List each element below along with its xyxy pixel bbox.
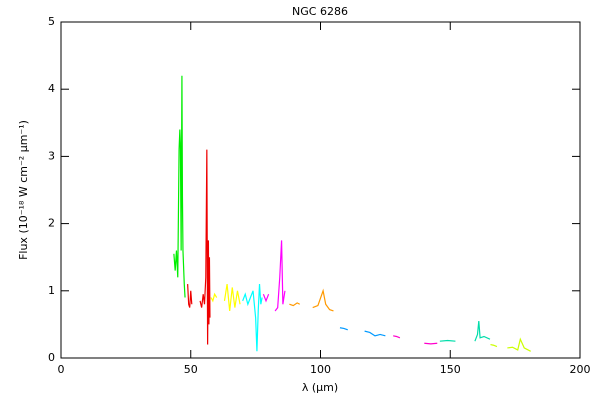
spectrum-line	[262, 240, 286, 312]
spectrum-line	[289, 288, 334, 312]
spectrum-line	[173, 75, 186, 298]
spectrum-line	[187, 149, 211, 345]
x-tick-label: 50	[184, 363, 198, 376]
x-axis-label: λ (μm)	[302, 381, 338, 394]
chart-title: NGC 6286	[292, 5, 348, 18]
spectrum-line	[339, 327, 386, 337]
spectrum-line	[490, 337, 531, 352]
y-tick-label: 5	[48, 15, 55, 28]
y-tick-label: 1	[48, 284, 55, 297]
y-tick-label: 2	[48, 217, 55, 230]
x-tick-label: 100	[310, 363, 331, 376]
y-tick-label: 3	[48, 149, 55, 162]
plot-frame	[60, 21, 581, 359]
y-tick-label: 0	[48, 351, 55, 364]
spectrum-line	[242, 284, 263, 352]
spectrum-line	[210, 283, 241, 312]
x-tick-label: 0	[58, 363, 65, 376]
spectrum-line	[439, 320, 491, 342]
spectrum-line	[393, 335, 438, 345]
y-tick-label: 4	[48, 82, 55, 95]
y-axis-label: Flux (10⁻¹⁸ W cm⁻² μm⁻¹)	[17, 120, 30, 260]
x-tick-label: 200	[570, 363, 591, 376]
x-tick-label: 150	[440, 363, 461, 376]
